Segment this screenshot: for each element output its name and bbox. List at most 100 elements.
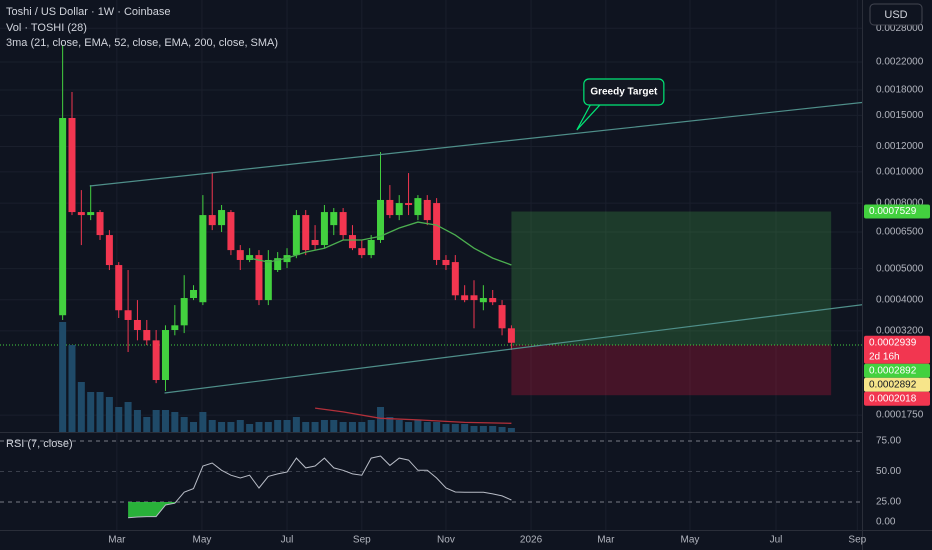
volume-bar <box>105 397 113 432</box>
volume-bar <box>152 410 160 432</box>
y-tick-label: 0.0015000 <box>876 110 924 121</box>
countdown-label: 2d 16h <box>869 351 900 362</box>
price-label: 0.0002939 <box>869 337 917 348</box>
currency-button[interactable] <box>869 3 923 26</box>
x-tick-label: Nov <box>437 535 455 546</box>
y-tick-label: 0.0001750 <box>876 410 924 421</box>
volume-bar <box>386 417 394 432</box>
candle-body <box>302 215 310 251</box>
volume-bar <box>461 424 469 432</box>
volume-bar <box>274 420 282 432</box>
candle-body <box>470 295 478 301</box>
candle-body <box>423 199 431 221</box>
y-tick-label: 0.0005000 <box>876 263 924 274</box>
candle-body <box>77 212 85 216</box>
y-tick-label: 0.0004000 <box>876 294 924 305</box>
candle-body <box>377 199 385 240</box>
candle-body <box>171 325 179 331</box>
currency-label[interactable]: USD <box>884 9 907 21</box>
plot-area: Greedy Target <box>0 44 862 432</box>
axes: Mar May Jul Sep Nov 2026 Mar May Jul Sep 0.0028000… <box>108 23 930 546</box>
volume-bar <box>236 420 244 432</box>
candle-body <box>96 212 104 236</box>
price-label: 0.0002018 <box>869 393 917 404</box>
y-tick-label: 0.0012000 <box>876 141 924 152</box>
volume-bar <box>227 422 235 432</box>
volume-bar <box>405 422 413 432</box>
rsi-title: RSI (7, close) <box>6 438 73 450</box>
candle-body <box>442 259 450 266</box>
volume-legend: Vol · TOSHI (28) <box>6 22 87 34</box>
volume-bar <box>255 422 263 432</box>
moving-average <box>315 407 512 424</box>
volume-bar <box>246 424 254 432</box>
candle-body <box>348 235 356 249</box>
volume-bar <box>507 428 515 432</box>
candle-body <box>330 212 338 226</box>
price-label: 0.0002892 <box>869 379 917 390</box>
candle-body <box>161 330 169 381</box>
price-label-box <box>864 377 930 392</box>
candle-body <box>190 289 198 299</box>
grid <box>0 0 862 530</box>
candle-body <box>274 258 282 271</box>
candle-body <box>320 212 328 246</box>
candle-body <box>143 330 151 341</box>
candle-body <box>133 319 141 331</box>
volume-bar <box>489 426 497 432</box>
candle-body <box>489 298 497 303</box>
candle-body <box>292 215 300 256</box>
rsi-tick-label: 0.00 <box>876 517 896 528</box>
volume-bar <box>330 420 338 432</box>
volume-bar <box>124 402 132 432</box>
candle-body <box>246 255 254 260</box>
rsi-oversold-fill <box>128 501 512 518</box>
volume-bar <box>395 420 403 432</box>
candle-body <box>386 199 394 216</box>
volume-bar <box>348 422 356 432</box>
candle-body <box>227 212 235 251</box>
candle-body <box>199 215 207 303</box>
candle-body <box>180 298 188 326</box>
volume-bar <box>208 420 216 432</box>
price-label-box <box>864 391 930 406</box>
volume-bar <box>218 422 226 432</box>
rsi-tick-label: 50.00 <box>876 466 901 477</box>
y-tick-label: 0.0008000 <box>876 198 924 209</box>
candle-body <box>339 212 347 236</box>
price-label-box <box>864 335 930 364</box>
trendline <box>89 101 862 187</box>
volume-bar <box>339 422 347 432</box>
volume-bar <box>77 382 85 432</box>
rsi-tick-label: 25.00 <box>876 497 901 508</box>
volume-bar <box>442 424 450 432</box>
volume-bar <box>161 410 169 432</box>
candle-body <box>68 118 76 213</box>
trendline <box>164 304 862 394</box>
volume-bar <box>414 420 422 432</box>
volume-bar <box>133 410 141 432</box>
candle-body <box>218 210 226 226</box>
candle-body <box>395 203 403 216</box>
candle-body <box>59 118 67 316</box>
x-tick-label: May <box>681 535 700 546</box>
volume-bar <box>171 412 179 432</box>
volume-bar <box>283 420 291 432</box>
y-tick-label: 0.0006500 <box>876 227 924 238</box>
candle-body <box>87 212 95 216</box>
x-tick-label: Jul <box>281 535 294 546</box>
candle-body <box>208 215 216 226</box>
volume-bar <box>199 412 207 432</box>
volume-bar <box>367 420 375 432</box>
y-tick-label: 0.0003200 <box>876 326 924 337</box>
volume-bar <box>358 422 366 432</box>
candle-body <box>311 239 319 246</box>
volume-bar <box>311 422 319 432</box>
candle-body <box>152 340 160 381</box>
volume-bar <box>377 407 385 432</box>
callout-box <box>583 78 665 106</box>
candle-body <box>358 248 366 256</box>
candle-body <box>414 198 422 216</box>
